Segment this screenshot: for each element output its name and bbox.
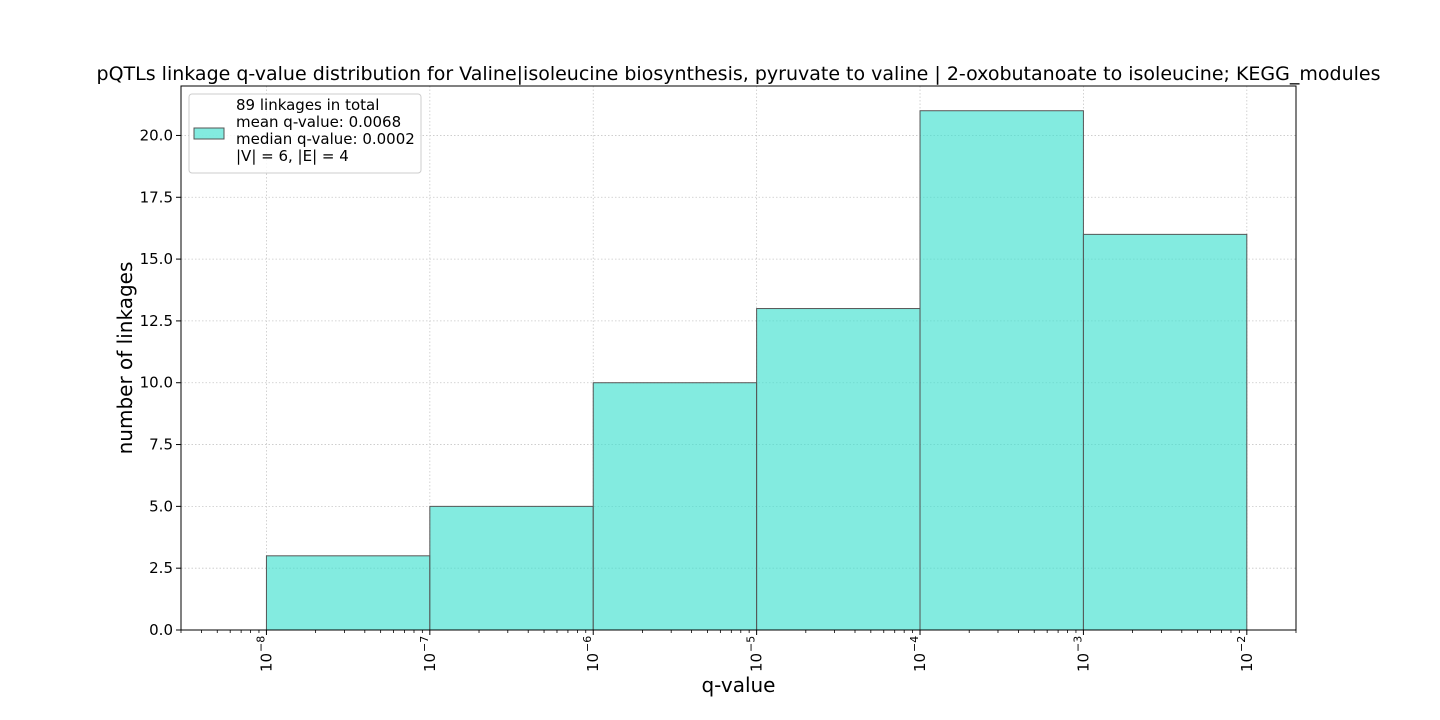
x-tick-label: 10−5 — [745, 636, 766, 672]
legend-swatch — [194, 128, 224, 139]
chart-title: pQTLs linkage q-value distribution for V… — [97, 63, 1381, 85]
x-tick-label: 10−4 — [908, 636, 929, 672]
y-tick-label: 7.5 — [149, 436, 173, 454]
x-tick-label: 10−7 — [418, 636, 439, 672]
x-tick-exponent: −5 — [745, 636, 758, 652]
x-tick-exponent: −6 — [581, 636, 594, 652]
x-tick-exponent: −7 — [418, 636, 431, 652]
x-tick-exponent: −8 — [254, 636, 267, 652]
x-axis-title: q-value — [701, 673, 775, 697]
histogram-bar — [593, 383, 756, 630]
x-tick-label: 10−6 — [581, 636, 602, 672]
x-tick-base: 10 — [421, 653, 439, 672]
y-axis-ticks: 0.0 2.5 5.0 7.5 10.0 12.5 15.0 17.5 20.0 — [140, 126, 181, 639]
x-tick-base: 10 — [584, 653, 602, 672]
histogram-bar — [757, 309, 920, 630]
histogram-bar — [266, 556, 429, 630]
y-tick-label: 20.0 — [140, 126, 173, 144]
x-tick-label: 10−3 — [1071, 636, 1092, 672]
legend-line: median q-value: 0.0002 — [236, 130, 415, 148]
histogram-bar — [430, 506, 593, 630]
y-tick-label: 5.0 — [149, 497, 173, 515]
legend-line: |V| = 6, |E| = 4 — [236, 147, 349, 165]
x-tick-base: 10 — [748, 653, 766, 672]
x-tick-base: 10 — [1238, 653, 1256, 672]
x-tick-label: 10−8 — [254, 636, 275, 672]
x-tick-base: 10 — [911, 653, 929, 672]
x-tick-base: 10 — [1074, 653, 1092, 672]
x-axis-ticks: 10−810−710−610−510−410−310−2 — [181, 630, 1296, 672]
histogram-bar — [1083, 234, 1246, 630]
y-tick-label: 12.5 — [140, 312, 173, 330]
x-tick-exponent: −2 — [1235, 636, 1248, 652]
legend: 89 linkages in total mean q-value: 0.006… — [189, 94, 421, 173]
legend-line: mean q-value: 0.0068 — [236, 113, 401, 131]
x-tick-base: 10 — [257, 653, 275, 672]
x-tick-label: 10−2 — [1235, 636, 1256, 672]
y-axis-title: number of linkages — [113, 262, 137, 455]
y-tick-label: 0.0 — [149, 621, 173, 639]
y-tick-label: 15.0 — [140, 250, 173, 268]
y-tick-label: 2.5 — [149, 559, 173, 577]
y-tick-label: 17.5 — [140, 188, 173, 206]
histogram-bar — [920, 111, 1083, 630]
x-tick-exponent: −3 — [1071, 636, 1084, 652]
legend-line: 89 linkages in total — [236, 96, 379, 114]
x-tick-exponent: −4 — [908, 636, 921, 652]
y-tick-label: 10.0 — [140, 374, 173, 392]
